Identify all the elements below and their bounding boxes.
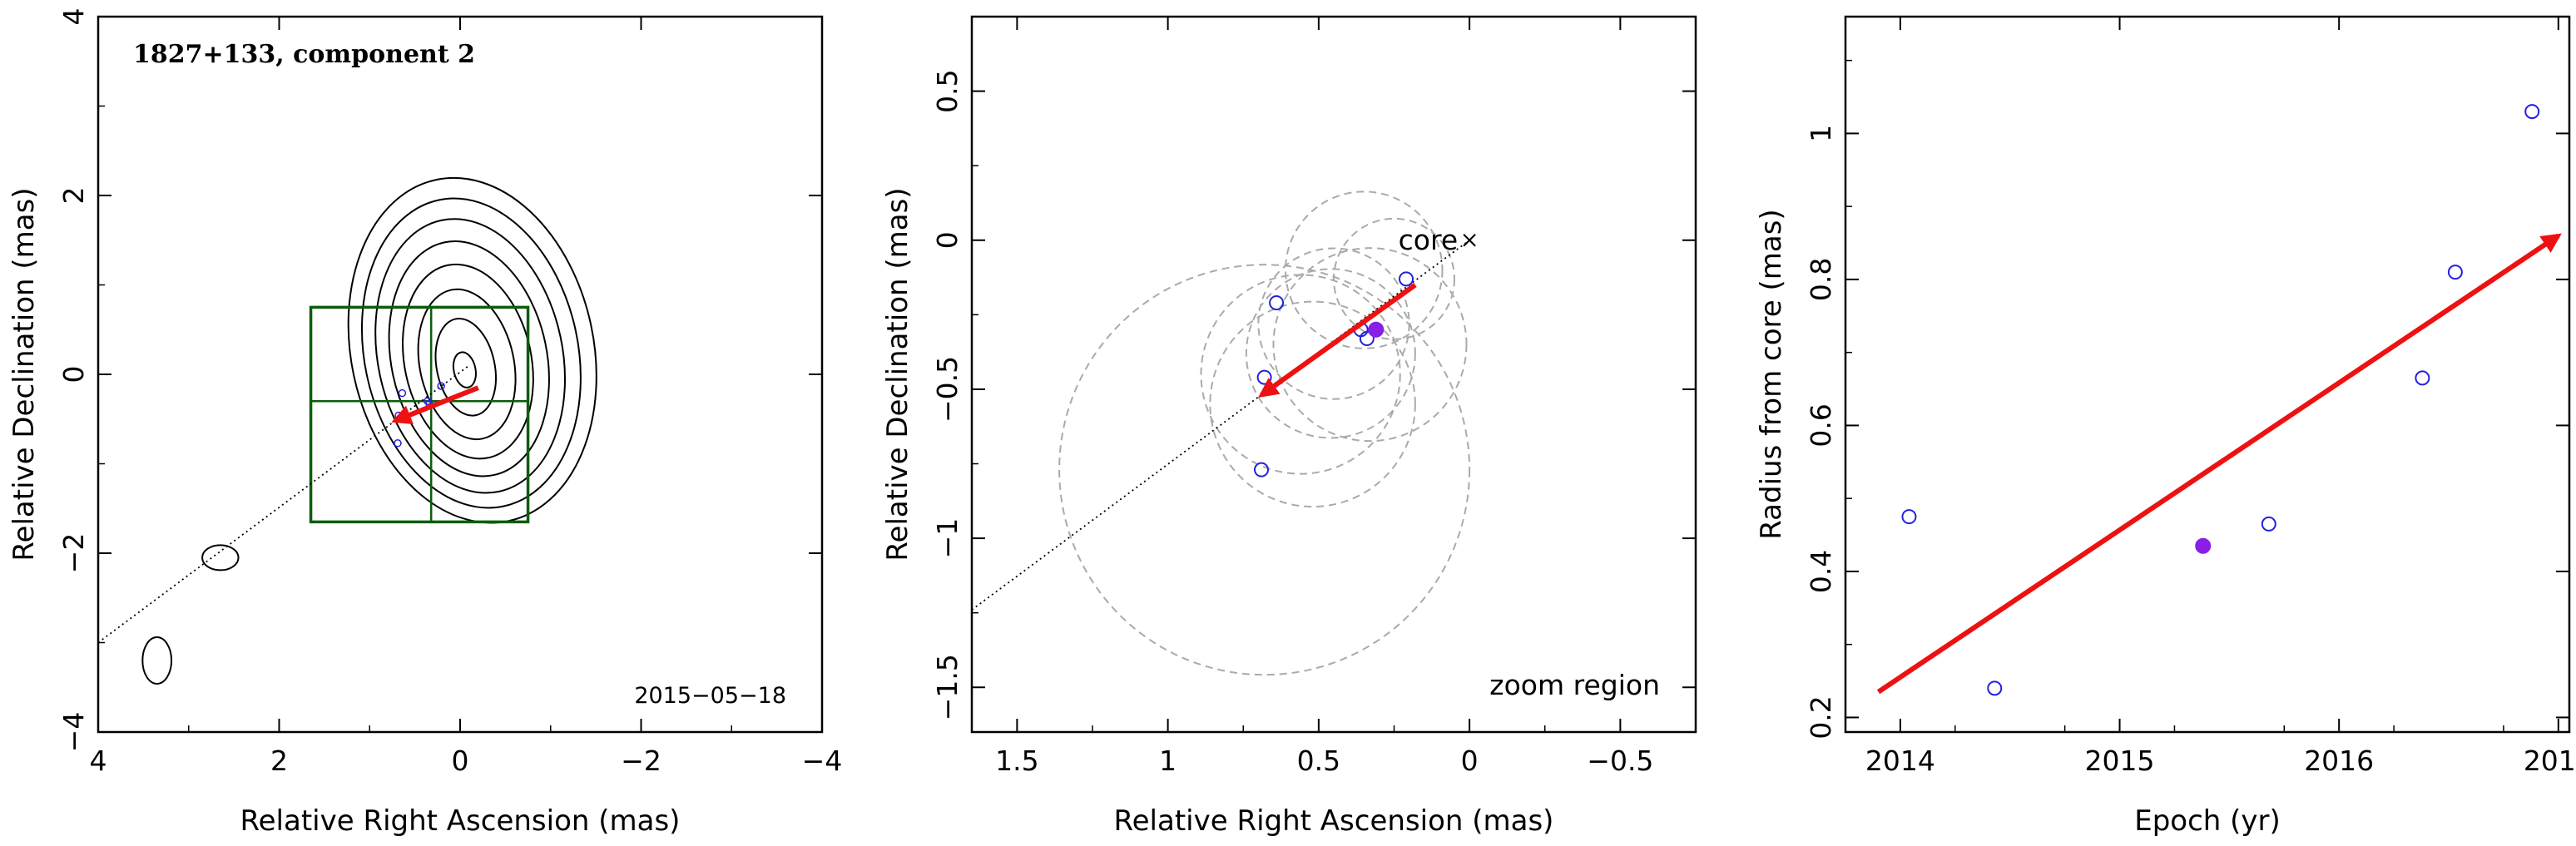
position-point — [1269, 295, 1285, 310]
panel-3-xlabel: Epoch (yr) — [2134, 804, 2281, 838]
position-point — [437, 382, 445, 390]
radius-point — [1901, 509, 1917, 525]
panel-1-ytick-label: −4 — [57, 712, 90, 753]
panel-3-xtick-label: 2014 — [1865, 745, 1935, 777]
panel-1-xtick-label: −4 — [802, 745, 843, 777]
contour-level — [360, 197, 582, 509]
panel-2-ytick-label: 0.5 — [931, 69, 964, 112]
panel-3-xtick-label: 2016 — [2304, 745, 2374, 777]
contour-level — [388, 240, 550, 477]
panel-1-date-label: 2015−05−18 — [634, 683, 786, 709]
panel-2-xtick-label: −0.5 — [1587, 745, 1653, 777]
highlighted-point — [2195, 537, 2212, 554]
panel-1-ytick-label: 2 — [57, 187, 90, 205]
panel-1-xlabel: Relative Right Ascension (mas) — [240, 804, 681, 838]
panel-2-plot-area — [972, 190, 1476, 676]
panel-3-ylabel: Radius from core (mas) — [1755, 209, 1788, 539]
panel-1-xtick-label: 0 — [452, 745, 469, 777]
radius-point — [2261, 516, 2276, 532]
panel-3-ticks: 2014 2015 2016 2017 0.2 0.4 0.6 0.8 1 — [1805, 17, 2576, 777]
panel-3-ytick-label: 0.8 — [1805, 258, 1837, 301]
contour-blob — [141, 636, 173, 685]
panel-2-zoom-label: zoom region — [1489, 669, 1660, 701]
contour-level — [434, 317, 497, 417]
panel-1-ylabel: Relative Declination (mas) — [7, 187, 41, 561]
panel-3-plot-area — [1876, 104, 2562, 696]
panel-2-ylabel: Relative Declination (mas) — [881, 187, 914, 561]
panel-1-title: 1827+133, component 2 — [133, 40, 475, 69]
panel-3-ytick-label: 1 — [1805, 125, 1837, 142]
panel-1-ytick-label: 0 — [57, 366, 90, 383]
trend-arrow — [1876, 233, 2562, 695]
core-marker — [1463, 234, 1476, 247]
position-point — [1359, 331, 1375, 346]
panel-2-xtick-label: 1.5 — [995, 745, 1038, 777]
error-circle — [1285, 190, 1444, 349]
panel-1-xtick-label: −2 — [621, 745, 661, 777]
radius-point — [1987, 680, 2003, 696]
panel-1: 4 2 0 −2 −4 −4 −2 0 2 4 1827+133, component 2 201… — [7, 8, 842, 839]
panel-3-ytick-label: 0.6 — [1805, 403, 1837, 447]
panel-1-frame — [97, 15, 824, 734]
panel-2-xtick-label: 0 — [1461, 745, 1479, 777]
panel-2-ytick-label: 0 — [931, 231, 964, 249]
panel-1-ticks: 4 2 0 −2 −4 −4 −2 0 2 4 — [57, 8, 842, 778]
panel-3-ytick-label: 0.4 — [1805, 550, 1837, 593]
panel-2: 1.5 1 0.5 0 −0.5 −1.5 −1 −0.5 0 0.5 zoom region c… — [881, 15, 1697, 838]
panel-3-xtick-label: 2017 — [2524, 745, 2576, 777]
panel-3-ytick-label: 0.2 — [1805, 695, 1837, 739]
panel-3-frame — [1844, 15, 2571, 734]
contour-level — [402, 263, 534, 460]
contour-level — [347, 176, 597, 524]
contour-level — [452, 351, 477, 388]
panel-1-ytick-label: 4 — [57, 8, 90, 26]
error-circle — [1257, 247, 1410, 400]
error-circle — [1245, 268, 1416, 439]
panel-3: 2014 2015 2016 2017 0.2 0.4 0.6 0.8 1 Epoch (yr)… — [1755, 15, 2576, 838]
error-circle — [1058, 264, 1471, 676]
panel-2-ticks: 1.5 1 0.5 0 −0.5 −1.5 −1 −0.5 0 0.5 — [931, 16, 1697, 777]
zoom-box — [309, 305, 530, 524]
panel-1-xtick-label: 2 — [270, 745, 288, 777]
panel-2-xlabel: Relative Right Ascension (mas) — [1114, 804, 1554, 838]
error-circle — [1200, 274, 1401, 475]
motion-arrow — [391, 385, 479, 424]
trajectory-line — [98, 364, 470, 644]
position-point — [1254, 462, 1269, 477]
error-circle — [1272, 247, 1468, 443]
panel-2-ytick-label: −1.5 — [931, 654, 964, 720]
panel-2-ytick-label: −1 — [931, 518, 964, 559]
contour-level — [417, 288, 517, 441]
position-point — [1256, 369, 1272, 385]
panel-2-core-label: core — [1399, 224, 1458, 256]
panel-1-plot-area — [98, 176, 597, 685]
panel-3-xtick-label: 2015 — [2085, 745, 2155, 777]
panel-2-ytick-label: −0.5 — [931, 356, 964, 423]
panel-1-ytick-label: −2 — [57, 533, 90, 574]
motion-arrow — [1258, 283, 1417, 398]
radius-point — [2524, 104, 2540, 120]
error-circle — [1209, 300, 1416, 508]
contour-level — [374, 218, 566, 494]
radius-point — [2415, 370, 2430, 386]
trajectory-line — [972, 240, 1470, 611]
panel-2-xtick-label: 0.5 — [1297, 745, 1340, 777]
position-point — [394, 439, 402, 448]
panel-2-xtick-label: 1 — [1159, 745, 1177, 777]
panel-2-frame — [970, 15, 1697, 734]
position-point — [1399, 271, 1414, 287]
position-point — [398, 388, 407, 398]
radius-point — [2447, 265, 2463, 280]
highlighted-point — [1368, 321, 1385, 338]
panel-1-xtick-label: 4 — [90, 745, 107, 777]
error-circle — [1333, 217, 1455, 340]
contour-blob — [201, 544, 240, 571]
